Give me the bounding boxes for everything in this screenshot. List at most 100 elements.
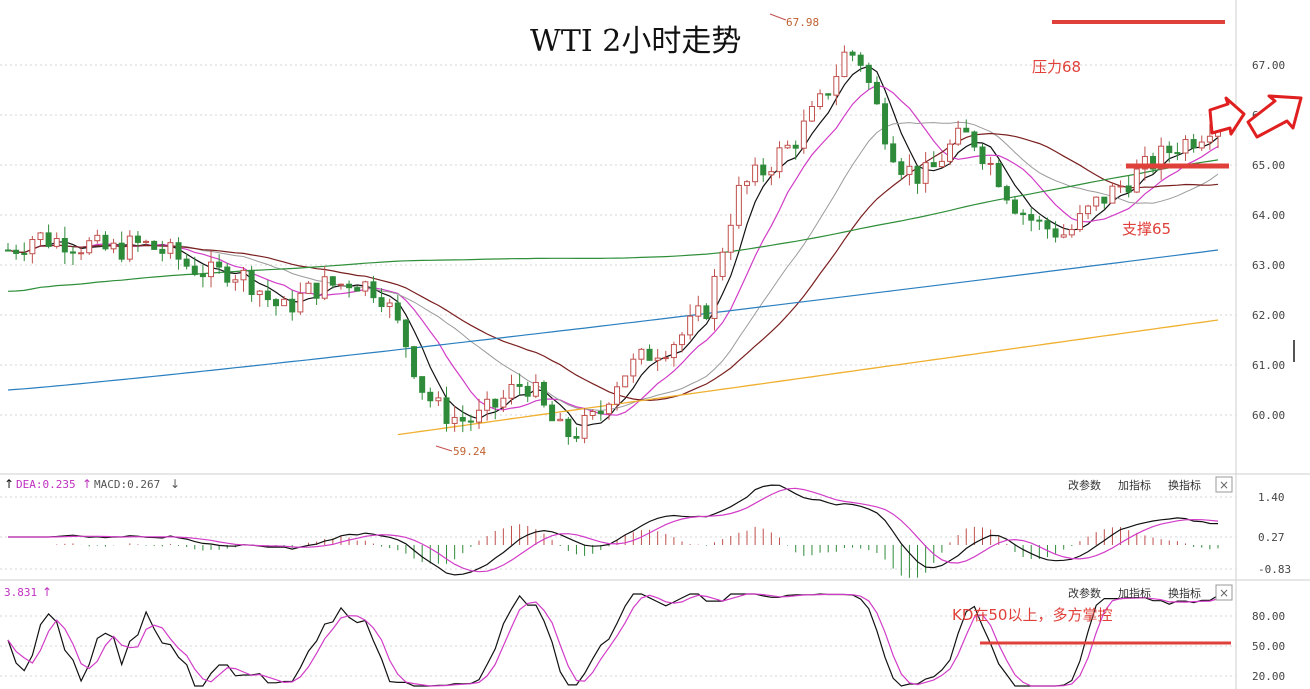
candle-down	[1044, 220, 1051, 230]
candle-down	[1028, 214, 1035, 221]
candle-up	[784, 144, 791, 149]
candle-up	[752, 164, 759, 183]
candle-up	[817, 93, 824, 108]
macd-close-button[interactable]	[1215, 476, 1233, 493]
candle-up	[1182, 139, 1189, 154]
candle-down	[1052, 228, 1059, 238]
candle-down	[979, 146, 986, 165]
candle-down	[1101, 196, 1108, 204]
candle-down	[597, 411, 604, 415]
macd-switch-indicator-button[interactable]: 换指标	[1168, 478, 1201, 492]
macd-tick-label: 0.27	[1258, 531, 1285, 544]
candle-up	[167, 242, 174, 254]
candle-down	[191, 265, 198, 276]
candle-down	[183, 258, 190, 267]
candle-down	[248, 269, 255, 296]
candle-up	[557, 418, 564, 422]
candle-down	[1174, 152, 1181, 155]
candle-down	[524, 385, 531, 397]
ma120-line	[7, 249, 1219, 391]
candle-down	[516, 383, 523, 387]
macd-edit-params-button[interactable]: 改参数	[1068, 478, 1101, 492]
kd-note: KD在50以上，多方掌控	[952, 606, 1112, 624]
candle-down	[264, 290, 271, 301]
candle-down	[1190, 139, 1197, 149]
candle-down	[159, 248, 166, 254]
candle-down	[216, 261, 223, 268]
candle-up	[735, 184, 742, 226]
candle-down	[402, 319, 409, 348]
close-icon: ×	[1219, 586, 1229, 600]
candle-down	[13, 249, 20, 254]
kd-panel-plot	[7, 593, 1219, 687]
candle-up	[78, 252, 85, 255]
kd-k-line	[7, 593, 1219, 687]
candle-up	[1085, 205, 1092, 215]
candle-down	[5, 249, 11, 252]
up-arrow-icon: ↑	[42, 585, 52, 599]
up-arrow-icon: ↑	[4, 477, 14, 491]
candle-down	[995, 162, 1002, 188]
candle-down	[118, 242, 125, 260]
candle-up	[500, 397, 507, 408]
candle-down	[411, 346, 418, 378]
candle-up	[1206, 135, 1213, 143]
candle-down	[199, 274, 206, 278]
candle-down	[151, 240, 158, 250]
macd-dea-line	[8, 487, 1219, 573]
candle-up	[622, 375, 629, 388]
kd-d-line	[7, 593, 1219, 687]
candle-down	[540, 381, 547, 406]
kd-tick-label: 20.00	[1252, 670, 1285, 683]
candle-down	[646, 348, 653, 361]
candle-up	[1076, 213, 1083, 231]
candle-up	[337, 283, 344, 286]
candle-up	[1117, 185, 1124, 188]
low-marker: 59.24	[435, 445, 486, 458]
candle-up	[126, 235, 133, 260]
low-label: 59.24	[453, 445, 486, 458]
candle-down	[467, 420, 474, 423]
macd-toolbar: 改参数 加指标 换指标 ×	[1068, 476, 1233, 493]
candle-up	[679, 334, 686, 346]
candle-down	[492, 398, 499, 408]
candle-up	[435, 397, 442, 402]
candle-up	[321, 276, 328, 299]
candle-down	[134, 235, 141, 243]
high-marker: 67.98	[769, 13, 819, 29]
candle-up	[281, 298, 288, 307]
candle-up	[727, 224, 734, 253]
candle-down	[857, 54, 864, 66]
candle-down	[565, 418, 572, 438]
candle-up	[938, 160, 945, 168]
candle-up	[86, 240, 93, 254]
candle-up	[1141, 156, 1148, 170]
candle-up	[670, 344, 677, 359]
candle-down	[459, 416, 466, 422]
candle-up	[695, 305, 702, 317]
resistance-annotation: 压力68	[1032, 20, 1225, 76]
kd-switch-indicator-button[interactable]: 换指标	[1168, 586, 1201, 600]
candle-up	[589, 411, 596, 416]
candle-down	[549, 404, 556, 422]
candle-up	[808, 106, 815, 122]
candle-up	[386, 302, 393, 307]
candle-up	[1109, 185, 1116, 204]
candle-down	[1020, 212, 1027, 216]
ma250-line	[397, 319, 1219, 436]
candle-up	[1198, 141, 1205, 149]
candle-down	[45, 232, 52, 247]
candle-up	[768, 171, 775, 176]
kd-edit-params-button[interactable]: 改参数	[1068, 586, 1101, 600]
macd-add-indicator-button[interactable]: 加指标	[1118, 478, 1151, 492]
kd-close-button[interactable]	[1215, 584, 1233, 601]
candle-down	[1166, 145, 1173, 154]
candle-up	[906, 165, 913, 175]
gridlines	[0, 64, 1236, 677]
candle-down	[890, 143, 897, 163]
candle-down	[760, 164, 767, 176]
kd-add-indicator-button[interactable]: 加指标	[1118, 586, 1151, 600]
candle-up	[1133, 168, 1140, 193]
candle-down	[370, 281, 377, 299]
candle-down	[69, 251, 76, 254]
